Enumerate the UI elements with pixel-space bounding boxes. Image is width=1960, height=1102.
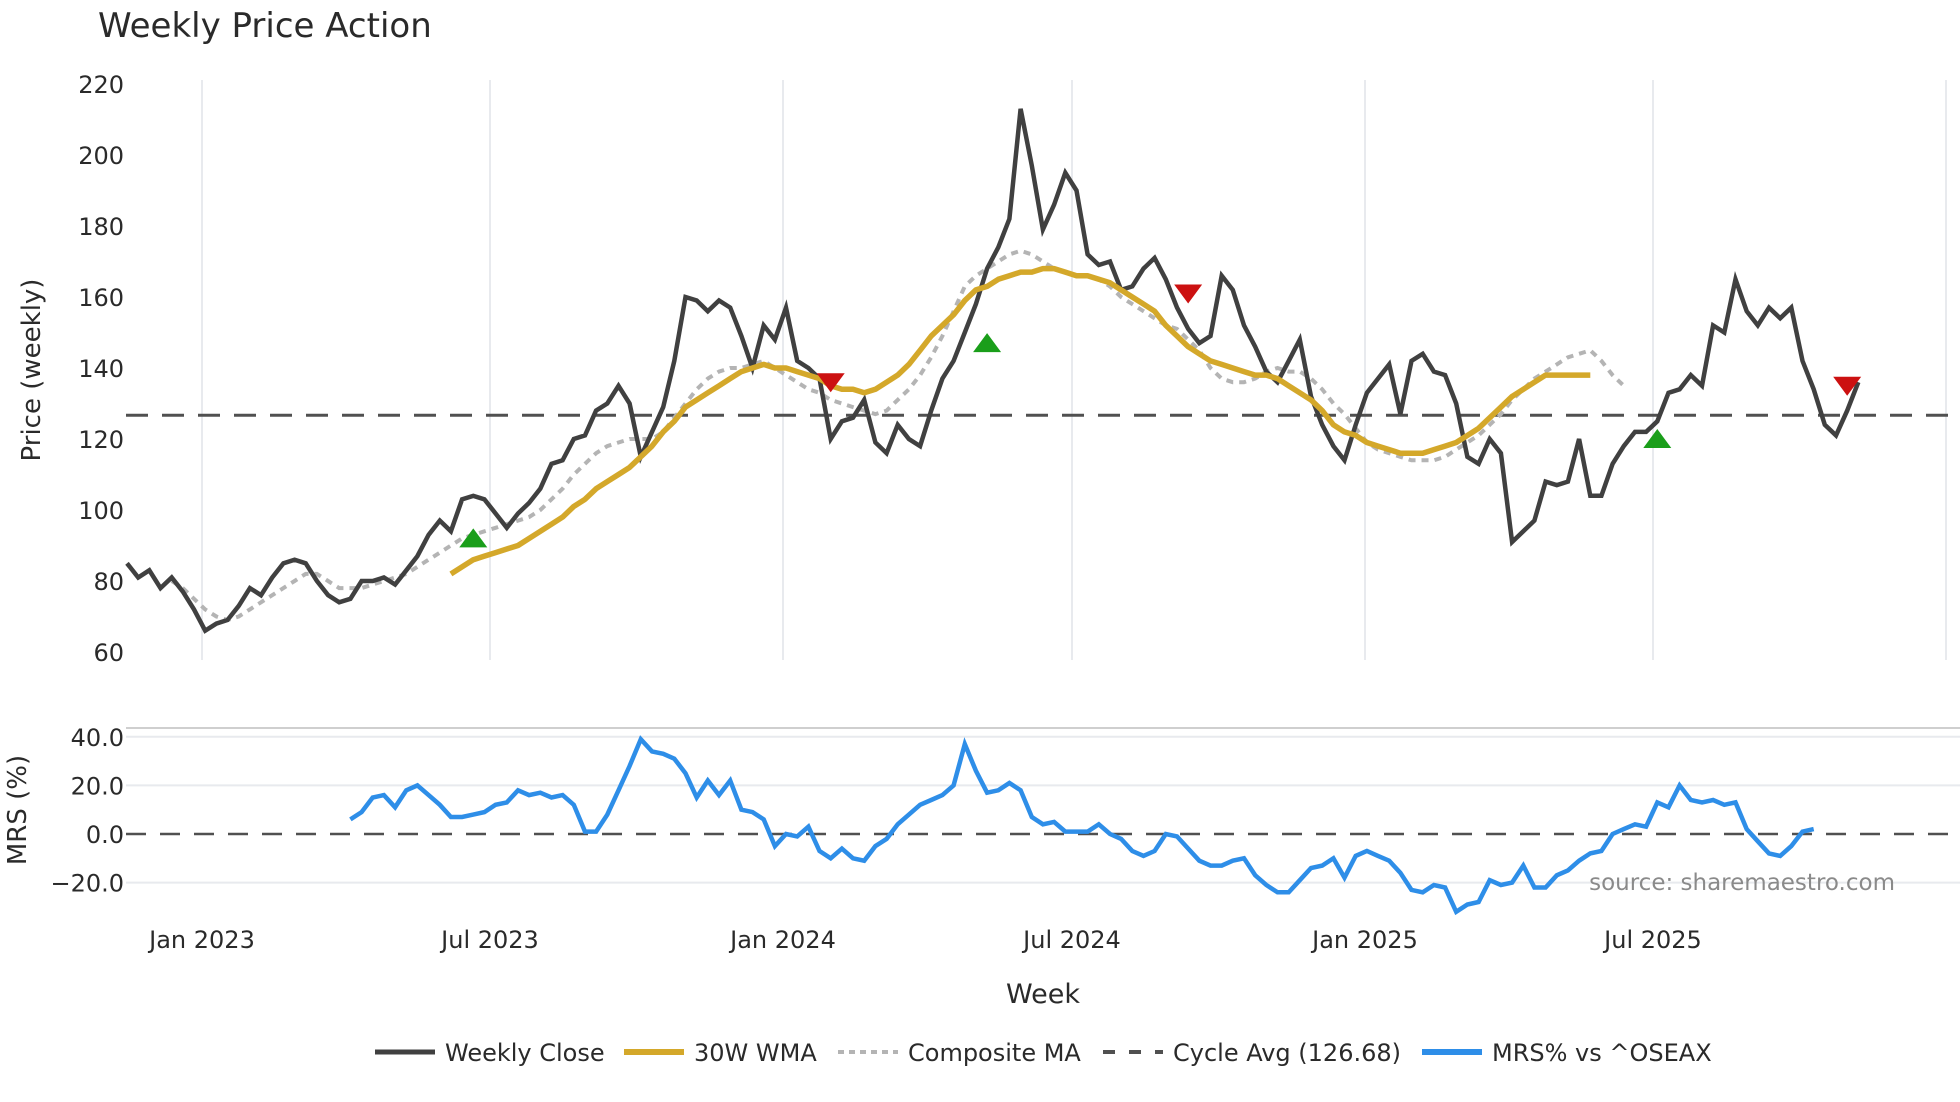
composite-ma-line <box>170 248 1626 623</box>
price-tick-label: 140 <box>78 355 124 383</box>
buy-signal-triangle-up-icon <box>973 333 1002 353</box>
signal-markers <box>459 284 1862 548</box>
gridlines <box>126 80 1960 884</box>
price-tick-label: 180 <box>78 213 124 241</box>
x-tick-label: Jul 2023 <box>439 926 539 954</box>
legend-label: Weekly Close <box>445 1039 605 1067</box>
mrs-tick-label: 40.0 <box>71 724 124 752</box>
price-tick-label: 80 <box>93 568 124 596</box>
wma-30w-line <box>449 265 1591 577</box>
mrs-tick-label: 20.0 <box>71 772 124 800</box>
mrs-y-axis-label: MRS (%) <box>3 755 33 865</box>
legend-label: MRS% vs ^OSEAX <box>1492 1039 1712 1067</box>
legend-label: 30W WMA <box>694 1039 817 1067</box>
sell-signal-triangle-down-icon <box>1833 376 1862 396</box>
mrs-tick-label: −20.0 <box>50 870 124 898</box>
price-tick-label: 100 <box>78 497 124 525</box>
price-tick-label: 200 <box>78 142 124 170</box>
price-y-axis-label: Price (weekly) <box>17 279 47 462</box>
x-tick-label: Jul 2025 <box>1602 926 1702 954</box>
legend-label: Cycle Avg (126.68) <box>1173 1039 1401 1067</box>
x-axis-label: Week <box>1006 979 1080 1010</box>
weekly-close-line <box>125 108 1861 634</box>
buy-signal-triangle-up-icon <box>1643 429 1672 448</box>
mrs-tick-label: 0.0 <box>86 821 124 849</box>
x-ticks: Jan 2023 Jul 2023 Jan 2024 Jul 2024 Jan 2025… <box>147 926 1702 954</box>
series-lines <box>125 108 1960 916</box>
price-tick-label: 220 <box>78 71 124 99</box>
sell-signal-triangle-down-icon <box>1174 284 1203 304</box>
chart-title: Weekly Price Action <box>98 6 432 46</box>
x-tick-label: Jan 2024 <box>728 926 836 954</box>
legend-item: MRS% vs ^OSEAX <box>1422 1039 1712 1067</box>
mrs-line <box>349 735 1815 916</box>
legend-item: Cycle Avg (126.68) <box>1103 1039 1401 1067</box>
price-tick-label: 120 <box>78 426 124 454</box>
sell-signal-triangle-down-icon <box>816 373 845 393</box>
mrs-y-ticks: −20.0 0.0 20.0 40.0 <box>50 724 124 898</box>
buy-signal-triangle-up-icon <box>459 528 488 548</box>
legend-item: 30W WMA <box>624 1039 817 1067</box>
legend-label: Composite MA <box>908 1039 1081 1067</box>
price-y-ticks: 60 80 100 120 140 160 180 200 220 <box>78 71 124 667</box>
legend: Weekly Close 30W WMA Composite MA Cycle Avg… <box>375 1039 1712 1067</box>
x-tick-label: Jan 2023 <box>147 926 255 954</box>
price-tick-label: 60 <box>93 639 124 667</box>
legend-item: Composite MA <box>838 1039 1081 1067</box>
price-tick-label: 160 <box>78 284 124 312</box>
x-tick-label: Jul 2024 <box>1021 926 1121 954</box>
source-note: source: sharemaestro.com <box>1589 870 1895 896</box>
legend-item: Weekly Close <box>375 1039 605 1067</box>
x-tick-label: Jan 2025 <box>1310 926 1418 954</box>
